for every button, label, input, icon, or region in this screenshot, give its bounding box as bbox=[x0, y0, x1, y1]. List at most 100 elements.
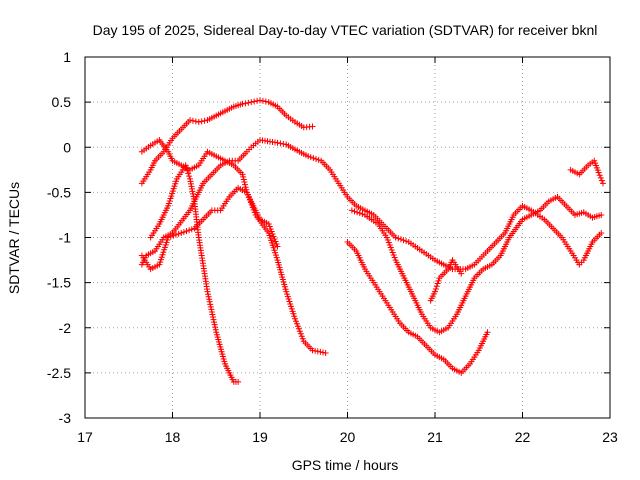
data-point bbox=[307, 154, 314, 161]
data-point bbox=[310, 155, 317, 162]
y-tick-label: 0 bbox=[63, 139, 71, 155]
data-point bbox=[305, 153, 312, 160]
data-point bbox=[188, 226, 195, 233]
data-point bbox=[240, 176, 247, 183]
data-point bbox=[183, 228, 190, 235]
data-point bbox=[207, 303, 214, 310]
data-point bbox=[206, 298, 213, 305]
y-tick-label: -2 bbox=[59, 320, 72, 336]
data-point bbox=[241, 179, 248, 186]
data-point bbox=[385, 239, 392, 246]
series-arc-9 bbox=[567, 157, 606, 187]
data-point bbox=[240, 173, 247, 180]
data-point bbox=[212, 324, 219, 331]
data-point bbox=[268, 228, 275, 235]
data-point bbox=[178, 229, 185, 236]
data-point bbox=[309, 123, 316, 130]
data-point bbox=[235, 378, 242, 385]
data-point bbox=[248, 99, 255, 106]
data-point bbox=[245, 99, 252, 106]
series-arc-3 bbox=[138, 137, 605, 273]
data-point bbox=[189, 117, 196, 124]
y-tick-label: 0.5 bbox=[52, 94, 72, 110]
data-point bbox=[397, 236, 404, 243]
y-tick-label: 1 bbox=[63, 49, 71, 65]
data-point bbox=[183, 165, 190, 172]
data-point bbox=[320, 349, 326, 356]
series-arc-7 bbox=[348, 193, 605, 336]
series-arc-6 bbox=[344, 239, 491, 376]
y-tick-label: -0.5 bbox=[47, 184, 71, 200]
data-point bbox=[280, 140, 287, 147]
data-point bbox=[600, 180, 606, 187]
data-point bbox=[277, 140, 284, 147]
data-point bbox=[274, 139, 281, 146]
data-point bbox=[251, 98, 258, 105]
data-point bbox=[400, 237, 407, 244]
data-point bbox=[254, 97, 261, 104]
x-tick-label: 20 bbox=[340, 429, 356, 445]
data-point bbox=[292, 318, 299, 325]
data-point bbox=[294, 323, 301, 330]
chart-title: Day 195 of 2025, Sidereal Day-to-day VTE… bbox=[93, 22, 598, 38]
data-point bbox=[208, 308, 215, 315]
data-point bbox=[206, 296, 213, 303]
data-point bbox=[314, 348, 321, 355]
data-point bbox=[598, 177, 605, 184]
data-point bbox=[432, 288, 438, 295]
series-arc-8 bbox=[427, 257, 465, 304]
data-point bbox=[211, 319, 218, 326]
x-tick-label: 21 bbox=[427, 429, 443, 445]
data-point bbox=[292, 315, 298, 322]
data-point bbox=[322, 350, 329, 357]
data-point bbox=[354, 209, 361, 216]
data-point bbox=[175, 230, 182, 237]
y-tick-label: -3 bbox=[59, 410, 72, 426]
x-tick-label: 19 bbox=[252, 429, 268, 445]
x-tick-label: 23 bbox=[602, 429, 618, 445]
data-point bbox=[271, 236, 278, 243]
x-tick-label: 18 bbox=[165, 429, 181, 445]
data-point bbox=[201, 117, 208, 124]
data-point bbox=[205, 293, 212, 300]
data-point bbox=[351, 208, 358, 215]
data-point bbox=[484, 329, 491, 336]
data-point bbox=[170, 232, 177, 239]
data-point bbox=[598, 211, 605, 218]
data-point bbox=[433, 283, 440, 290]
data-point bbox=[186, 227, 193, 234]
data-point bbox=[242, 181, 248, 188]
data-point bbox=[389, 249, 396, 256]
data-point bbox=[312, 347, 319, 354]
data-point bbox=[395, 235, 402, 242]
data-point bbox=[273, 241, 280, 248]
series-arc-4 bbox=[138, 184, 281, 273]
data-point bbox=[187, 117, 193, 124]
data-point bbox=[595, 169, 602, 176]
data-point bbox=[208, 306, 215, 313]
data-point bbox=[262, 98, 269, 105]
data-point bbox=[173, 231, 179, 238]
data-point bbox=[598, 229, 605, 236]
data-point bbox=[391, 254, 398, 261]
data-point bbox=[180, 229, 187, 236]
data-point bbox=[184, 167, 191, 174]
data-point bbox=[267, 225, 274, 232]
data-point bbox=[239, 171, 246, 178]
data-point bbox=[309, 347, 316, 354]
data-point bbox=[293, 320, 300, 327]
data-point bbox=[432, 285, 439, 292]
series-arc-1 bbox=[138, 137, 329, 357]
data-point bbox=[356, 210, 363, 217]
data-point bbox=[392, 234, 399, 241]
data-point bbox=[212, 326, 219, 333]
data-point bbox=[383, 234, 390, 241]
data-point bbox=[257, 97, 263, 104]
data-point bbox=[403, 238, 410, 245]
data-point bbox=[192, 118, 199, 125]
data-point bbox=[266, 223, 273, 230]
data-point bbox=[198, 118, 205, 125]
data-point bbox=[458, 270, 465, 277]
data-point bbox=[270, 233, 277, 240]
